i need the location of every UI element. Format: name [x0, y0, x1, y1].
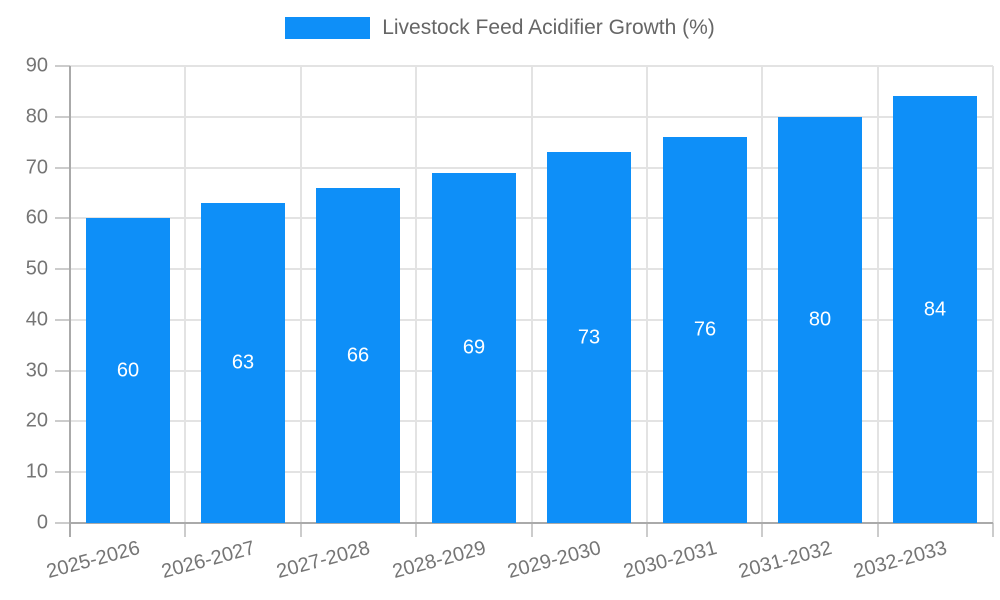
legend-swatch	[285, 17, 371, 39]
bar-value-label: 63	[231, 351, 255, 374]
x-tick-mark	[531, 523, 533, 537]
y-tick-mark	[55, 268, 70, 270]
x-gridline	[531, 66, 533, 523]
x-gridline	[415, 66, 417, 523]
y-tick-label: 0	[36, 511, 48, 534]
x-tick-mark	[646, 523, 648, 537]
y-tick-mark	[55, 116, 70, 118]
bar-value-label: 60	[116, 359, 140, 382]
y-tick-label: 40	[25, 308, 48, 331]
legend[interactable]: Livestock Feed Acidifier Growth (%)	[0, 16, 1000, 40]
x-tick-label: 2028-2029	[390, 537, 489, 584]
x-gridline	[761, 66, 763, 523]
bar[interactable]	[663, 137, 747, 523]
y-tick-mark	[55, 65, 70, 67]
legend-label: Livestock Feed Acidifier Growth (%)	[382, 16, 715, 39]
x-tick-label: 2029-2030	[505, 537, 604, 584]
x-tick-mark	[415, 523, 417, 537]
bar[interactable]	[778, 117, 862, 523]
x-gridline	[300, 66, 302, 523]
y-tick-label: 60	[25, 206, 48, 229]
x-tick-label: 2032-2033	[851, 537, 950, 584]
bar-value-label: 73	[577, 326, 601, 349]
x-tick-mark	[761, 523, 763, 537]
y-tick-mark	[55, 471, 70, 473]
x-tick-mark	[877, 523, 879, 537]
y-tick-mark	[55, 319, 70, 321]
bar[interactable]	[893, 96, 977, 523]
bar[interactable]	[201, 203, 285, 523]
y-tick-label: 80	[25, 105, 48, 128]
bar-value-label: 84	[923, 298, 947, 321]
x-tick-label: 2031-2032	[736, 537, 835, 584]
x-tick-label: 2025-2026	[44, 537, 143, 584]
x-gridline	[877, 66, 879, 523]
bar[interactable]	[86, 218, 170, 523]
x-tick-mark	[300, 523, 302, 537]
y-tick-label: 50	[25, 257, 48, 280]
y-tick-label: 70	[25, 156, 48, 179]
y-tick-mark	[55, 420, 70, 422]
x-axis-line	[69, 522, 993, 524]
x-gridline	[184, 66, 186, 523]
x-tick-label: 2026-2027	[159, 537, 258, 584]
x-tick-mark	[992, 523, 994, 537]
y-tick-label: 90	[25, 54, 48, 77]
bar[interactable]	[316, 188, 400, 523]
x-tick-label: 2027-2028	[274, 537, 373, 584]
x-gridline	[992, 66, 994, 523]
x-tick-label: 2030-2031	[621, 537, 720, 584]
y-axis-line	[69, 66, 71, 537]
x-gridline	[646, 66, 648, 523]
y-tick-label: 30	[25, 359, 48, 382]
y-tick-mark	[55, 217, 70, 219]
y-tick-mark	[55, 370, 70, 372]
bar-value-label: 80	[808, 308, 832, 331]
y-tick-label: 10	[25, 460, 48, 483]
y-tick-label: 20	[25, 409, 48, 432]
x-tick-mark	[184, 523, 186, 537]
y-tick-mark	[55, 167, 70, 169]
bar[interactable]	[547, 152, 631, 523]
bar-value-label: 69	[462, 336, 486, 359]
bar-value-label: 66	[346, 344, 370, 367]
bar[interactable]	[432, 173, 516, 523]
bar-value-label: 76	[693, 318, 717, 341]
y-tick-mark	[55, 522, 70, 524]
